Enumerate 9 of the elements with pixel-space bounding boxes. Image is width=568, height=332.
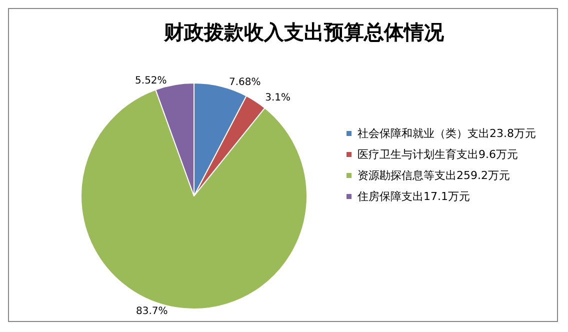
data-label: 7.68% [228, 76, 261, 88]
legend-label: 医疗卫生与计划生育支出9.6万元 [358, 148, 518, 161]
data-label: 3.1% [265, 92, 291, 104]
legend-label: 社会保障和就业（类）支出23.8万元 [358, 127, 536, 140]
chart-title: 财政拨款收入支出预算总体情况 [163, 20, 445, 44]
legend-label: 住房保障支出17.1万元 [358, 190, 470, 203]
data-label: 83.7% [136, 306, 168, 317]
data-label: 5.52% [135, 75, 167, 86]
legend-label: 资源勘探信息等支出259.2万元 [358, 169, 510, 182]
